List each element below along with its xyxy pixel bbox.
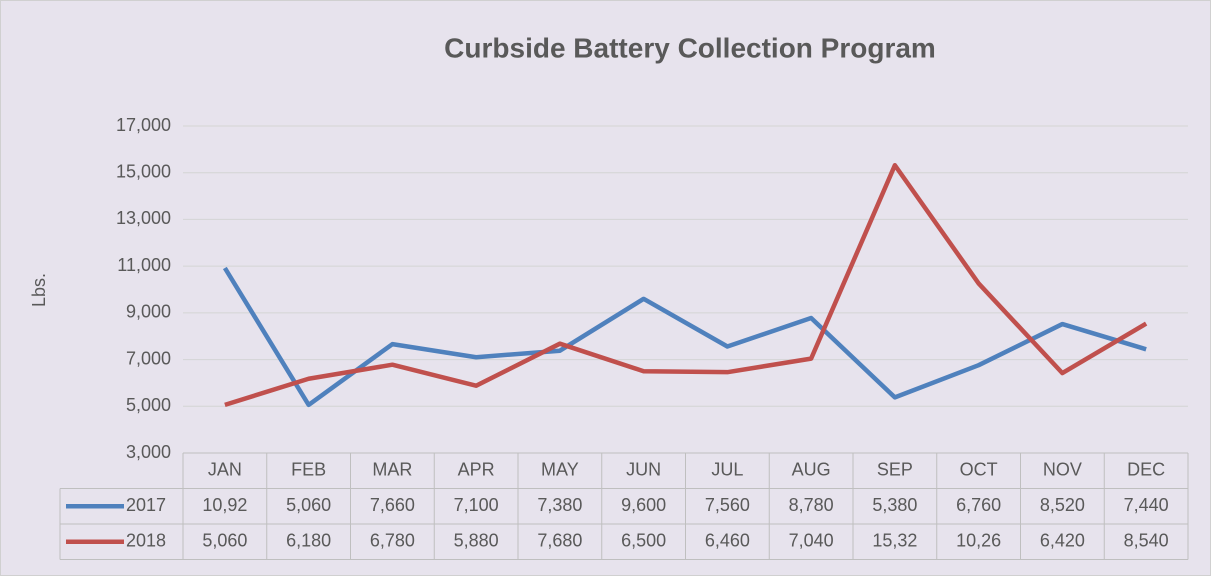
x-tick-label: APR: [458, 460, 495, 480]
y-axis-label: Lbs.: [29, 273, 49, 307]
table-cell: 7,680: [537, 531, 582, 551]
x-tick-label: AUG: [792, 460, 831, 480]
table-cell: 8,780: [789, 495, 834, 515]
table-cell: 6,460: [705, 531, 750, 551]
table-cell: 5,060: [286, 495, 331, 515]
x-tick-label: FEB: [291, 460, 326, 480]
y-tick-label: 15,000: [116, 161, 171, 181]
x-tick-label: JUN: [626, 460, 661, 480]
x-tick-label: NOV: [1043, 460, 1082, 480]
chart-title: Curbside Battery Collection Program: [444, 32, 936, 63]
table-cell: 6,420: [1040, 531, 1085, 551]
legend-label: 2018: [126, 531, 166, 551]
table-cell: 7,660: [370, 495, 415, 515]
table-cell: 8,540: [1124, 531, 1169, 551]
y-tick-label: 9,000: [126, 302, 171, 322]
table-cell: 5,060: [202, 531, 247, 551]
table-cell: 7,100: [454, 495, 499, 515]
table-cell: 6,760: [956, 495, 1001, 515]
legend-label: 2017: [126, 495, 166, 515]
table-cell: 15,32: [872, 531, 917, 551]
table-cell: 7,560: [705, 495, 750, 515]
x-tick-label: MAY: [541, 460, 579, 480]
x-tick-label: DEC: [1127, 460, 1165, 480]
series-line: [224, 162, 1148, 408]
table-cell: 6,180: [286, 531, 331, 551]
y-tick-label: 17,000: [116, 115, 171, 135]
y-tick-label: 13,000: [116, 208, 171, 228]
table-cell: 8,520: [1040, 495, 1085, 515]
table-cell: 5,880: [454, 531, 499, 551]
series-line: [222, 266, 1147, 408]
y-tick-label: 5,000: [126, 395, 171, 415]
table-cell: 9,600: [621, 495, 666, 515]
y-tick-label: 7,000: [126, 348, 171, 368]
table-cell: 6,500: [621, 531, 666, 551]
x-tick-label: SEP: [877, 460, 913, 480]
table-cell: 10,26: [956, 531, 1001, 551]
table-cell: 10,92: [202, 495, 247, 515]
table-cell: 5,380: [872, 495, 917, 515]
table-cell: 6,780: [370, 531, 415, 551]
y-tick-label: 3,000: [126, 442, 171, 462]
table-cell: 7,380: [537, 495, 582, 515]
table-cell: 7,040: [789, 531, 834, 551]
x-tick-label: JUL: [711, 460, 743, 480]
y-tick-label: 11,000: [117, 255, 171, 275]
x-tick-label: JAN: [208, 460, 242, 480]
x-tick-label: OCT: [960, 460, 998, 480]
table-cell: 7,440: [1124, 495, 1169, 515]
x-tick-label: MAR: [372, 460, 412, 480]
